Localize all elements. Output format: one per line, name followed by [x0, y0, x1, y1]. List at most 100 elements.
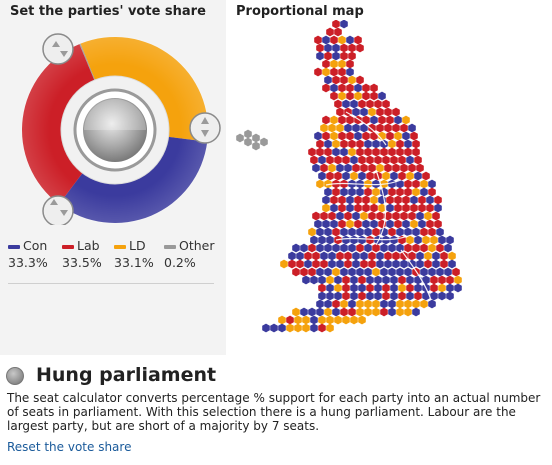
map-hex [370, 91, 378, 101]
map-hex [428, 299, 436, 309]
map-hex [384, 251, 392, 261]
map-hex [336, 123, 344, 133]
map-hex [330, 195, 338, 205]
map-hex [308, 307, 316, 317]
map-hex [398, 171, 406, 181]
map-hex [338, 115, 346, 125]
map-hex [320, 251, 328, 261]
map-hex [292, 267, 300, 277]
map-hex [330, 59, 338, 69]
map-hex [380, 243, 388, 253]
map-hex [300, 267, 308, 277]
map-hex [334, 27, 342, 37]
map-hex [308, 147, 316, 157]
map-hex [342, 283, 350, 293]
map-hex [338, 203, 346, 213]
map-hex [326, 323, 334, 333]
map-hex [324, 307, 332, 317]
map-hex [348, 43, 356, 53]
map-hex [354, 203, 362, 213]
map-hex [424, 211, 432, 221]
ld-value: 33.1% [114, 255, 154, 270]
map-hex [332, 187, 340, 197]
map-hex [324, 179, 332, 189]
map-hex [348, 227, 356, 237]
map-hex [420, 179, 428, 189]
map-hex [394, 203, 402, 213]
map-hex [340, 51, 348, 61]
map-hex [356, 43, 364, 53]
map-hex [308, 227, 316, 237]
reset-vote-share-link[interactable]: Reset the vote share [7, 440, 132, 454]
map-hex [438, 235, 446, 245]
map-hex [368, 211, 376, 221]
map-hex [342, 235, 350, 245]
map-hex [346, 59, 354, 69]
map-hex [324, 147, 332, 157]
map-hex [438, 283, 446, 293]
map-hex [302, 323, 310, 333]
map-hex [390, 171, 398, 181]
map-hex [342, 291, 350, 301]
other-swatch [164, 244, 176, 249]
map-hex [354, 219, 362, 229]
map-hex [376, 259, 384, 269]
map-hex [338, 59, 346, 69]
map-hex [376, 107, 384, 117]
drag-handle-top[interactable] [42, 33, 74, 65]
map-hex [434, 203, 442, 213]
map-hex [360, 107, 368, 117]
con-label: Con [23, 238, 48, 253]
vote-share-wheel[interactable] [0, 20, 226, 225]
map-hex [412, 307, 420, 317]
map-heading: Proportional map [236, 4, 364, 19]
map-hex [360, 211, 368, 221]
map-hex [302, 275, 310, 285]
map-hex [286, 315, 294, 325]
map-hex [426, 203, 434, 213]
map-hex [420, 187, 428, 197]
map-hex [346, 91, 354, 101]
map-hex [352, 259, 360, 269]
map-hex [294, 315, 302, 325]
map-hex [430, 291, 438, 301]
map-hex [380, 227, 388, 237]
map-hex [352, 211, 360, 221]
map-hex [412, 147, 420, 157]
map-hex [448, 251, 456, 261]
drag-handle-bottom[interactable] [42, 195, 74, 225]
map-hex [330, 35, 338, 45]
map-hex [358, 315, 366, 325]
map-hex [318, 155, 326, 165]
map-hex [332, 75, 340, 85]
map-hex [404, 179, 412, 189]
map-hex [322, 59, 330, 69]
map-hex [402, 195, 410, 205]
map-hex [390, 155, 398, 165]
map-hex [280, 259, 288, 269]
map-hex [410, 219, 418, 229]
map-hex [330, 91, 338, 101]
map-hex [372, 307, 380, 317]
vote-share-heading: Set the parties' vote share [10, 4, 206, 19]
map-hex [354, 91, 362, 101]
map-hex [300, 243, 308, 253]
map-hex [314, 67, 322, 77]
map-hex [362, 131, 370, 141]
map-hex [410, 203, 418, 213]
map-hex [358, 291, 366, 301]
map-hex [396, 243, 404, 253]
map-hex [322, 35, 330, 45]
map-hex [356, 267, 364, 277]
map-hex [352, 251, 360, 261]
map-hex [360, 163, 368, 173]
lab-value: 33.5% [62, 255, 102, 270]
map-hex [372, 147, 380, 157]
map-hex [350, 235, 358, 245]
map-hex [404, 299, 412, 309]
map-hex [370, 219, 378, 229]
map-hex [404, 243, 412, 253]
drag-handle-right[interactable] [189, 112, 221, 144]
map-hex [382, 155, 390, 165]
map-hex [354, 195, 362, 205]
